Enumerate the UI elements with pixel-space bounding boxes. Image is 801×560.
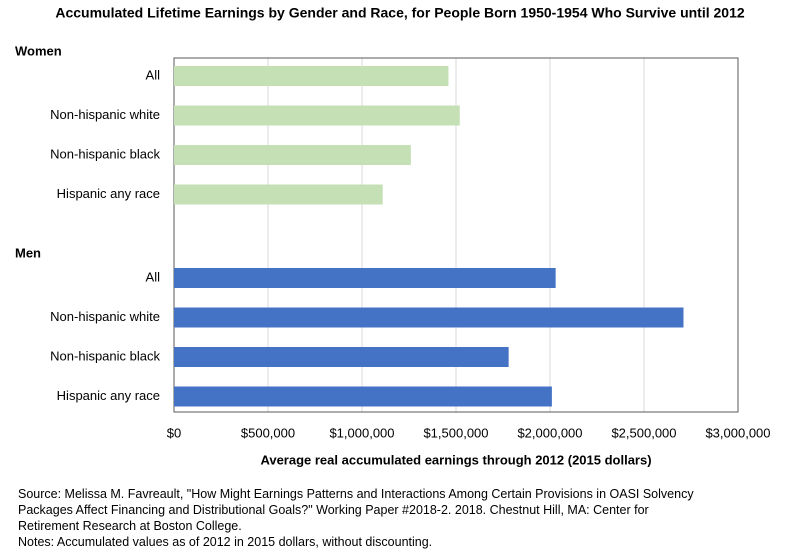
bar [174,184,383,205]
bar [174,347,509,367]
bar [174,145,411,165]
chart-title: Accumulated Lifetime Earnings by Gender … [55,5,745,21]
bar [174,105,460,126]
y-tick-label: Non-hispanic white [50,107,160,122]
y-tick-label: All [146,269,161,284]
group-label: Women [15,43,62,58]
y-tick-label: Non-hispanic black [50,348,160,363]
x-tick-label: $3,000,000 [705,425,770,440]
y-tick-label: Non-hispanic black [50,146,160,161]
x-tick-label: $0 [167,425,181,440]
notes: Notes: Accumulated values as of 2012 in … [18,535,433,549]
bar [174,268,556,288]
source-note: Source: Melissa M. Favreault, "How Might… [18,487,694,533]
x-tick-label: $2,500,000 [611,425,676,440]
y-tick-label: Non-hispanic white [50,309,160,324]
bar [174,66,449,86]
bar [174,307,684,328]
x-tick-label: $1,500,000 [423,425,488,440]
bar [174,386,552,407]
x-axis-label: Average real accumulated earnings throug… [260,452,651,467]
x-tick-label: $500,000 [241,425,295,440]
y-tick-label: Hispanic any race [57,388,160,403]
plot-border [173,57,739,413]
x-tick-label: $2,000,000 [517,425,582,440]
y-tick-label: All [146,67,161,82]
chart: Accumulated Lifetime Earnings by Gender … [15,5,771,468]
y-tick-label: Hispanic any race [57,186,160,201]
group-label: Men [15,245,41,260]
footnotes: Source: Melissa M. Favreault, "How Might… [18,486,708,550]
x-tick-label: $1,000,000 [329,425,394,440]
